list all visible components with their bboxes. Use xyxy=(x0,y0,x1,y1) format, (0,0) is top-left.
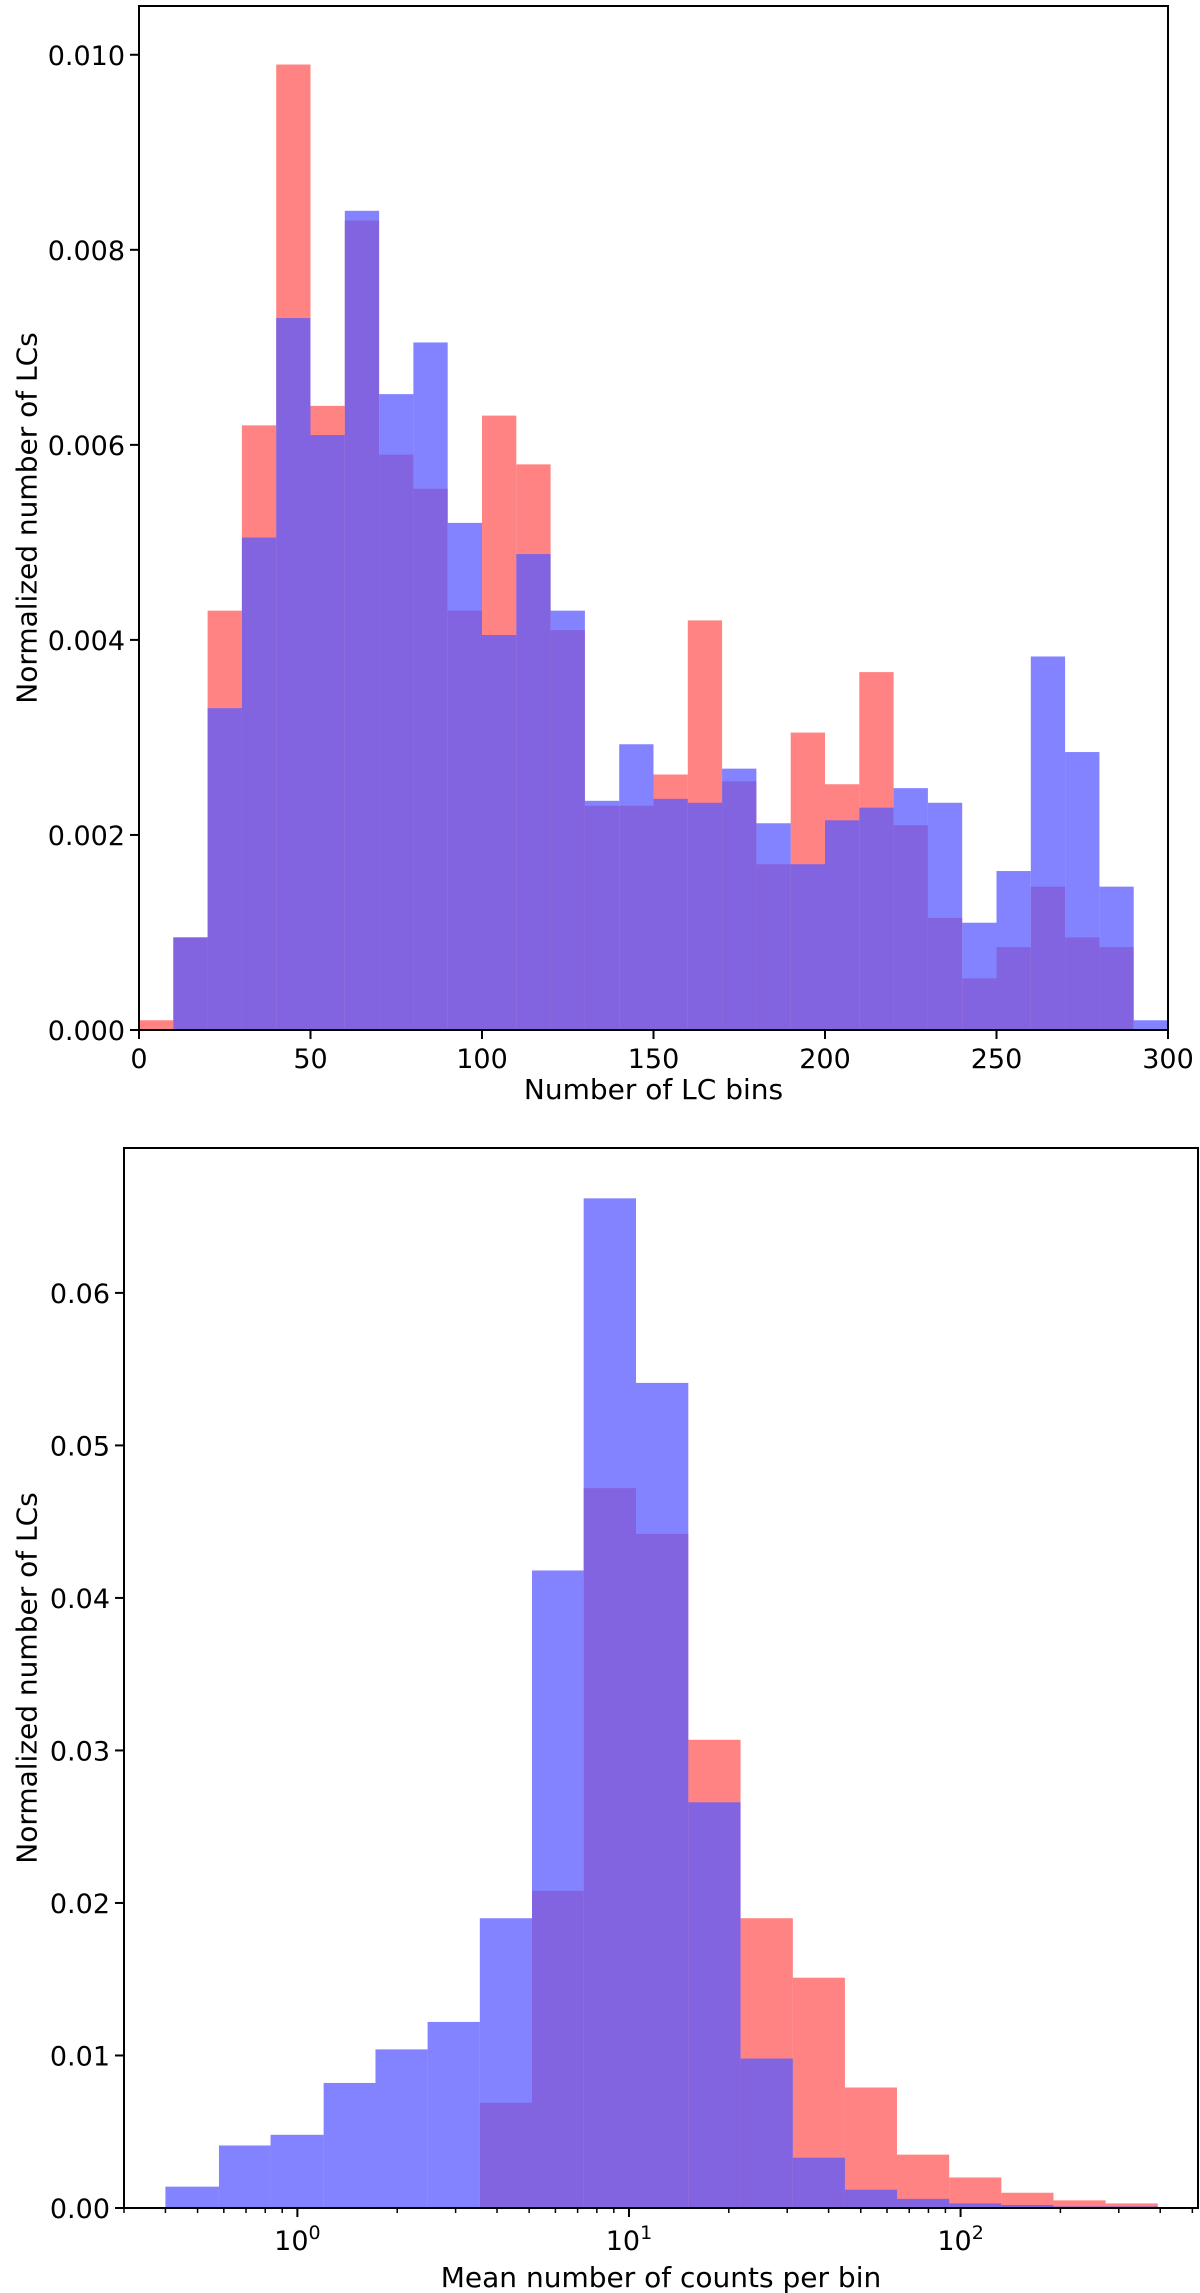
x-axis-ticks: 100 101 102 xyxy=(123,2208,1194,2257)
x-tick-label: 50 xyxy=(293,1044,327,1075)
histogram-bar xyxy=(1105,2203,1158,2208)
histogram-bar xyxy=(619,744,654,1030)
histogram-bar xyxy=(1030,656,1066,1030)
histogram-bar xyxy=(962,922,997,1030)
x-axis-label: Mean number of counts per bin xyxy=(441,2261,881,2293)
histogram-bar xyxy=(1001,2204,1054,2208)
y-axis-label: Normalized number of LCs xyxy=(11,1492,44,1864)
histogram-bar xyxy=(218,2145,271,2208)
histogram-bar xyxy=(1001,2192,1054,2208)
x-axis-ticks: 0 50 100 150 200 250 300 xyxy=(130,1030,1194,1075)
series-blue xyxy=(173,210,1168,1031)
histogram-bar xyxy=(893,788,928,1030)
x-axis-label: Number of LC bins xyxy=(524,1073,783,1106)
histogram-bar xyxy=(722,768,757,1030)
histogram-bar xyxy=(740,2058,793,2208)
histogram-bar xyxy=(756,823,791,1030)
histogram-bar xyxy=(344,210,380,1031)
histogram-bar xyxy=(1065,752,1100,1030)
y-tick-label: 0.01 xyxy=(50,2041,110,2072)
y-tick-label: 0.000 xyxy=(48,1016,125,1047)
bars-layer xyxy=(165,1198,1158,2208)
histogram-bar xyxy=(379,394,414,1030)
histogram-bar xyxy=(165,2186,219,2208)
y-tick-label: 0.03 xyxy=(50,1736,110,1767)
histogram-bar xyxy=(844,2087,897,2208)
histogram-bar xyxy=(949,2177,1002,2208)
histogram-bar xyxy=(270,2134,324,2208)
y-tick-label: 0.04 xyxy=(50,1584,110,1615)
y-tick-label: 0.05 xyxy=(50,1431,110,1462)
y-tick-label: 0.06 xyxy=(50,1279,110,1310)
y-tick-label: 0.02 xyxy=(50,1889,110,1920)
y-tick-label: 0.008 xyxy=(48,236,125,267)
histogram-bar xyxy=(413,342,448,1031)
histogram-bar xyxy=(1053,2200,1106,2208)
histogram-bar xyxy=(516,554,551,1030)
y-tick-label: 0.002 xyxy=(48,821,125,852)
y-tick-label: 0.004 xyxy=(48,626,125,657)
histogram-bar xyxy=(173,937,208,1030)
histogram-bar xyxy=(949,2203,1002,2208)
histogram-bar xyxy=(825,820,860,1030)
histogram-bar xyxy=(584,800,620,1030)
y-axis-ticks: 0.00 0.01 0.02 0.03 0.04 0.05 0.06 xyxy=(50,1279,124,2225)
histogram-bar xyxy=(1099,886,1134,1030)
histogram-bar xyxy=(427,2021,480,2208)
histogram-bar xyxy=(687,802,723,1030)
y-axis-label: Normalized number of LCs xyxy=(11,332,44,704)
y-axis-ticks: 0.000 0.002 0.004 0.006 0.008 0.010 xyxy=(48,41,139,1047)
y-tick-label: 0.010 xyxy=(48,41,125,72)
histogram-bar xyxy=(583,1198,637,2208)
histogram-bar xyxy=(323,2082,376,2208)
histogram-bar xyxy=(482,635,517,1030)
x-tick-label: 100 xyxy=(274,2222,320,2257)
histogram-bar xyxy=(636,1382,689,2208)
histogram-panel-lc-bins: 0 50 100 150 200 250 300 0.0000.0020.0040.0060… xyxy=(11,5,1194,1106)
histogram-bar xyxy=(859,807,894,1030)
x-tick-label: 101 xyxy=(606,2222,652,2257)
histogram-bar xyxy=(310,435,345,1031)
histogram-bar xyxy=(550,610,585,1030)
x-tick-label: 250 xyxy=(971,1044,1023,1075)
histogram-bar xyxy=(844,2189,897,2208)
histogram-bar xyxy=(207,708,242,1030)
x-tick-label: 102 xyxy=(937,2222,983,2257)
histogram-bar xyxy=(688,1802,741,2208)
histogram-bar xyxy=(447,522,482,1030)
histogram-bar xyxy=(532,1570,584,2208)
histogram-panel-mean-counts: 100 101 102 0.00 0.01 0.02 0.03 0.04 0.05 0.06 M… xyxy=(11,1147,1199,2293)
histogram-bar xyxy=(276,318,311,1031)
x-tick-label: 150 xyxy=(628,1044,680,1075)
histogram-bar xyxy=(653,798,688,1030)
histogram-bar xyxy=(896,2198,950,2208)
histogram-bar xyxy=(1133,1020,1168,1030)
series-blue xyxy=(165,1198,1158,2208)
histogram-bar xyxy=(790,864,825,1030)
bars-layer xyxy=(139,64,1168,1031)
axes-frame xyxy=(123,1147,1199,2209)
histogram-bar xyxy=(375,2049,428,2208)
x-tick-label: 200 xyxy=(799,1044,851,1075)
histogram-bar xyxy=(479,1918,533,2208)
histogram-bar xyxy=(927,802,963,1030)
histogram-bar xyxy=(139,1020,174,1030)
histogram-bar xyxy=(792,2157,845,2208)
histogram-bar xyxy=(996,871,1031,1030)
y-tick-label: 0.00 xyxy=(50,2194,110,2225)
y-tick-label: 0.006 xyxy=(48,431,125,462)
x-tick-label: 300 xyxy=(1142,1044,1194,1075)
x-tick-label: 0 xyxy=(130,1044,147,1075)
histogram-bar xyxy=(241,537,277,1030)
x-tick-label: 100 xyxy=(456,1044,508,1075)
